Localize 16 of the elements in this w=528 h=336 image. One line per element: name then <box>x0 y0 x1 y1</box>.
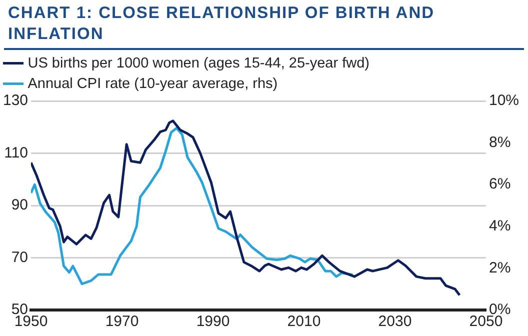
y2-tick-label: 6% <box>488 176 511 193</box>
x-tick-label: 2010 <box>287 313 321 330</box>
legend-label: Annual CPI rate (10-year average, rhs) <box>28 76 278 92</box>
legend-label: US births per 1000 women (ages 15-44, 25-year fwd) <box>28 55 370 72</box>
y-tick-label: 110 <box>4 144 28 162</box>
y2-tick-label: 4% <box>488 218 511 235</box>
y2-tick-label: 8% <box>488 134 511 151</box>
y-tick-label: 70 <box>11 248 28 266</box>
x-tick-label: 1990 <box>196 313 230 330</box>
chart-title: CHART 1: CLOSE RELATIONSHIP OF BIRTH AND INFLATION <box>4 0 524 50</box>
y-tick-label: 130 <box>2 92 28 110</box>
y-tick-label: 90 <box>11 196 28 214</box>
x-tick-label: 2030 <box>378 313 412 330</box>
x-tick-label: 1970 <box>105 313 139 330</box>
y2-tick-label: 10% <box>488 92 520 110</box>
y2-tick-label: 2% <box>488 259 511 276</box>
